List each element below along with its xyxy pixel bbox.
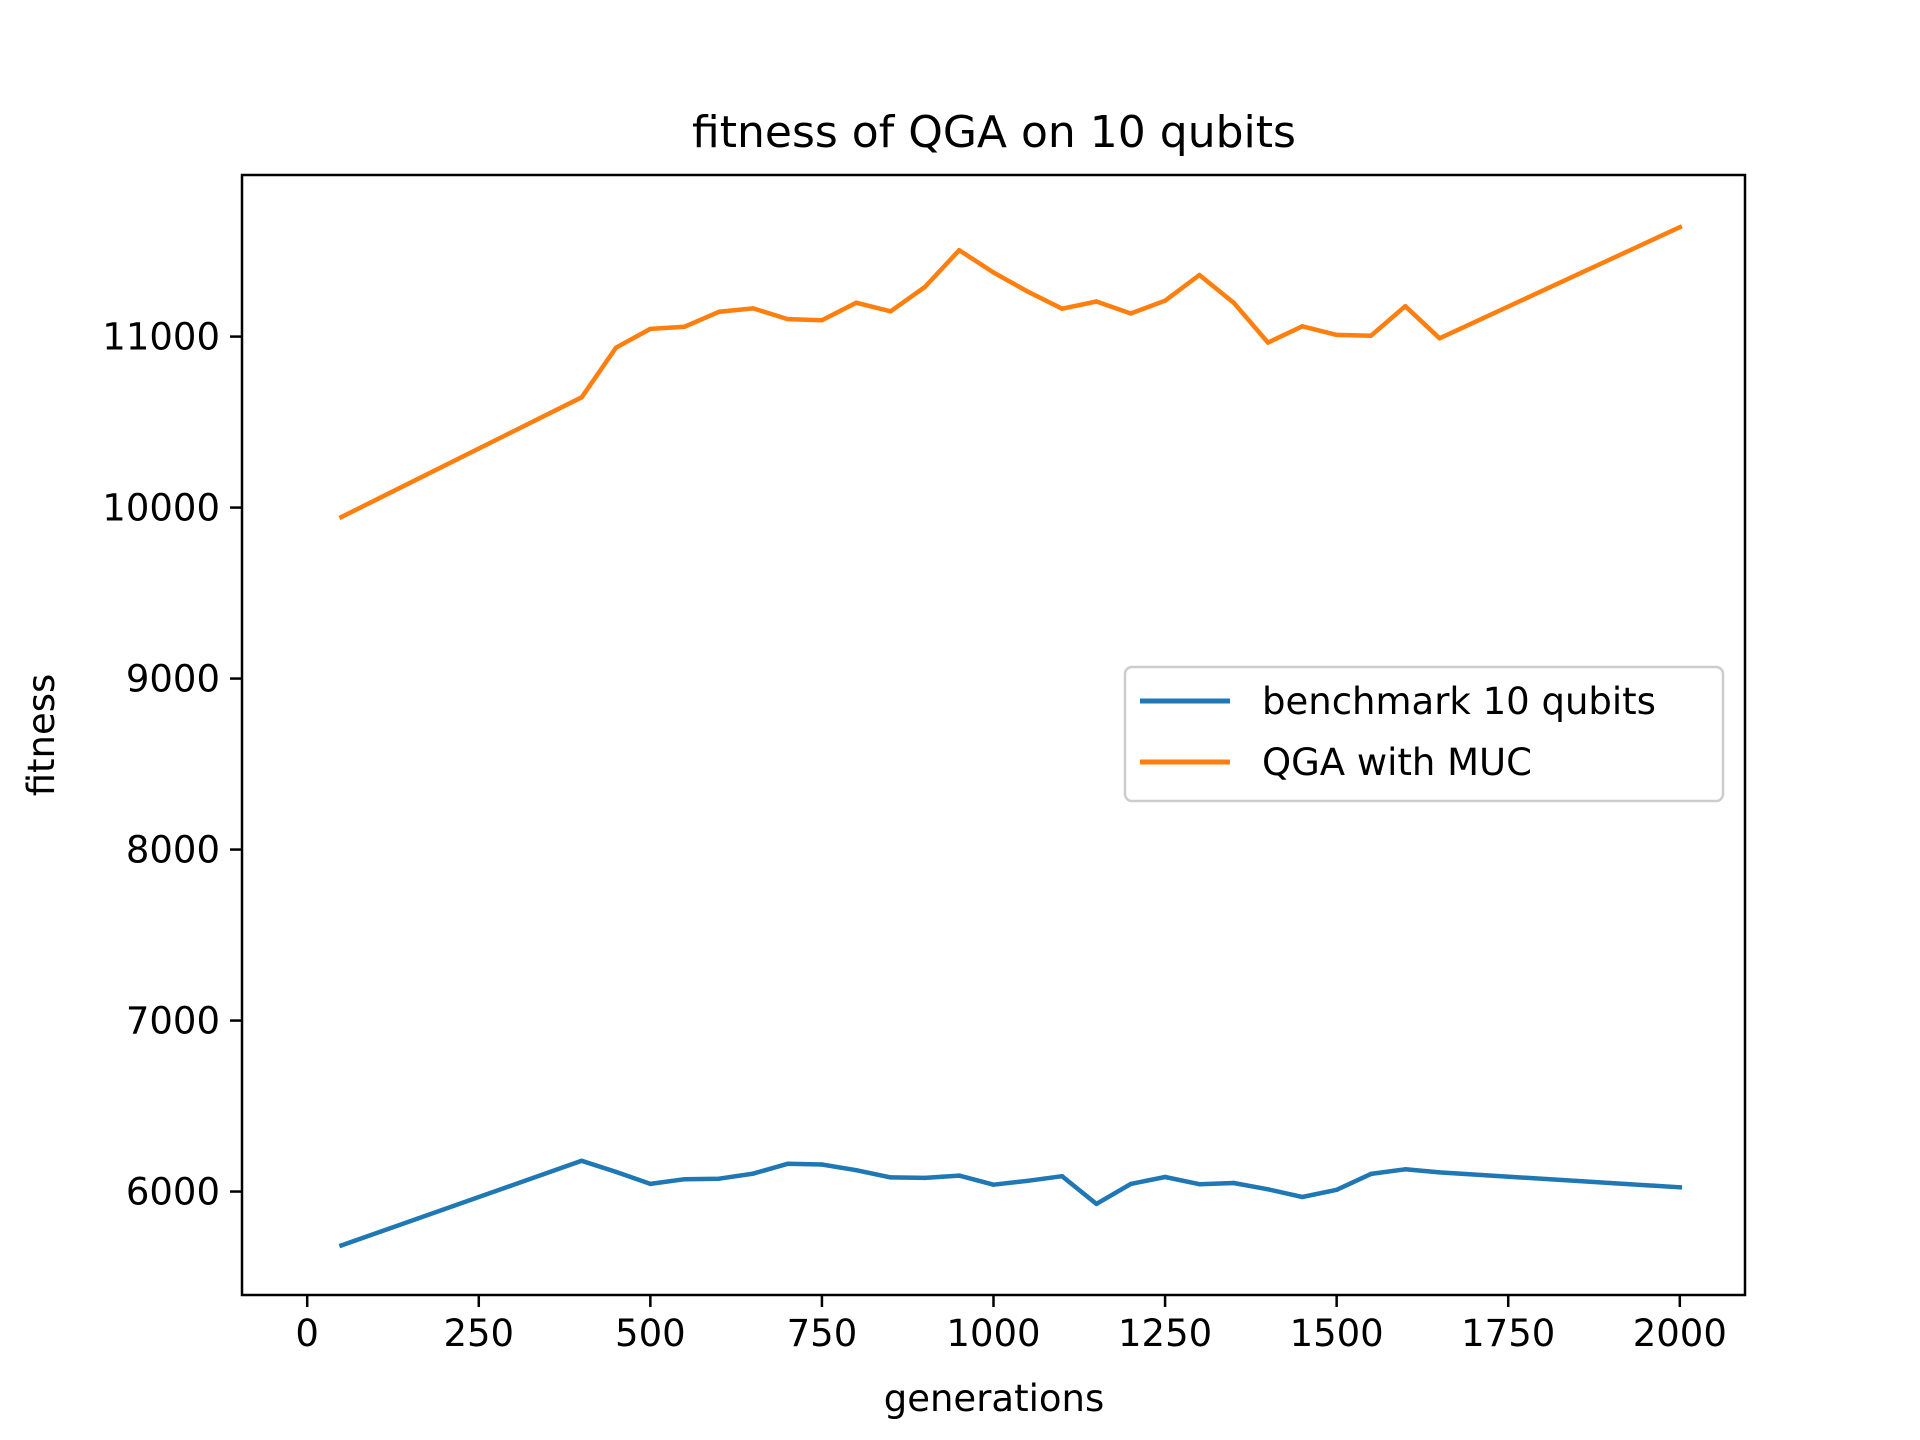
data-point-benchmark-10-qubits	[1300, 1194, 1305, 1200]
data-point-qga-with-muc	[648, 326, 653, 332]
data-point-qga-with-muc	[785, 316, 790, 322]
data-point-benchmark-10-qubits	[1162, 1174, 1168, 1180]
data-point-benchmark-10-qubits	[819, 1162, 825, 1167]
y-tick-label: 11000	[102, 316, 220, 359]
series-benchmark-10-qubits	[338, 1158, 1683, 1249]
data-point-benchmark-10-qubits	[1231, 1180, 1236, 1186]
data-point-qga-with-muc	[888, 309, 893, 314]
x-tick-label: 1750	[1461, 1312, 1555, 1355]
data-point-benchmark-10-qubits	[1094, 1201, 1099, 1207]
data-point-qga-with-muc	[991, 270, 996, 275]
legend-label-benchmark: benchmark 10 qubits	[1262, 680, 1656, 723]
data-point-qga-with-muc	[854, 300, 859, 305]
y-tick-label: 7000	[126, 1000, 220, 1043]
data-point-qga-with-muc	[579, 395, 584, 400]
y-tick-label: 6000	[126, 1171, 220, 1214]
data-point-benchmark-10-qubits	[751, 1171, 756, 1176]
data-point-benchmark-10-qubits	[1025, 1178, 1031, 1184]
data-point-benchmark-10-qubits	[1403, 1167, 1408, 1172]
data-point-qga-with-muc	[1265, 340, 1271, 345]
data-point-benchmark-10-qubits	[991, 1182, 996, 1187]
legend: benchmark 10 qubits QGA with MUC	[1123, 665, 1725, 803]
y-tick-label: 8000	[126, 829, 220, 872]
data-point-qga-with-muc	[1128, 311, 1134, 316]
chart-title: fitness of QGA on 10 qubits	[692, 107, 1296, 158]
data-point-qga-with-muc	[1334, 332, 1339, 338]
series-line-qga-with-muc	[338, 224, 1683, 521]
data-point-qga-with-muc	[1094, 299, 1099, 304]
data-point-qga-with-muc	[1368, 333, 1374, 338]
data-point-benchmark-10-qubits	[1059, 1174, 1065, 1179]
data-point-benchmark-10-qubits	[579, 1158, 584, 1164]
data-point-benchmark-10-qubits	[1265, 1187, 1271, 1192]
data-point-benchmark-10-qubits	[648, 1181, 653, 1187]
x-tick-label: 2000	[1633, 1312, 1727, 1355]
data-point-qga-with-muc	[613, 345, 619, 350]
data-point-qga-with-muc	[957, 248, 962, 253]
data-point-qga-with-muc	[682, 324, 687, 329]
data-point-qga-with-muc	[751, 306, 756, 311]
x-tick-label: 1250	[1118, 1312, 1212, 1355]
x-tick-label: 750	[787, 1312, 858, 1355]
data-point-qga-with-muc	[1300, 324, 1305, 329]
data-point-qga-with-muc	[1025, 289, 1031, 294]
data-point-benchmark-10-qubits	[613, 1169, 619, 1175]
series-qga-with-muc	[338, 224, 1683, 521]
y-tick-label: 9000	[126, 658, 220, 701]
plot-frame	[240, 173, 1747, 1297]
y-axis-ticks: 6000 7000 8000 9000 10000 11000	[102, 316, 242, 1214]
data-point-benchmark-10-qubits	[1128, 1181, 1134, 1187]
x-tick-label: 500	[615, 1312, 686, 1355]
data-point-qga-with-muc	[339, 514, 344, 520]
data-point-qga-with-muc	[1437, 336, 1442, 341]
x-tick-label: 1000	[946, 1312, 1040, 1355]
data-point-qga-with-muc	[922, 284, 928, 290]
data-point-benchmark-10-qubits	[1437, 1170, 1442, 1175]
data-point-benchmark-10-qubits	[339, 1243, 344, 1248]
x-tick-label: 1500	[1290, 1312, 1384, 1355]
data-point-qga-with-muc	[1197, 272, 1202, 278]
data-point-qga-with-muc	[1403, 304, 1408, 309]
data-point-qga-with-muc	[1059, 306, 1065, 311]
x-tick-label: 0	[295, 1312, 319, 1355]
data-point-benchmark-10-qubits	[957, 1173, 962, 1178]
data-point-benchmark-10-qubits	[1368, 1171, 1374, 1177]
legend-label-qga-muc: QGA with MUC	[1262, 741, 1532, 784]
data-point-benchmark-10-qubits	[682, 1177, 687, 1182]
x-tick-label: 250	[443, 1312, 514, 1355]
data-point-benchmark-10-qubits	[922, 1175, 928, 1181]
series-layer	[338, 224, 1683, 1249]
data-point-benchmark-10-qubits	[785, 1161, 790, 1167]
data-point-benchmark-10-qubits	[1197, 1182, 1202, 1187]
y-tick-label: 10000	[102, 487, 220, 530]
series-line-benchmark-10-qubits	[338, 1158, 1683, 1249]
data-point-qga-with-muc	[1231, 300, 1236, 305]
data-point-benchmark-10-qubits	[854, 1168, 859, 1173]
data-point-qga-with-muc	[1677, 225, 1683, 230]
data-point-benchmark-10-qubits	[716, 1176, 722, 1181]
data-point-qga-with-muc	[1162, 298, 1168, 303]
data-point-qga-with-muc	[819, 318, 825, 323]
y-axis-label: fitness	[20, 674, 63, 797]
data-point-benchmark-10-qubits	[1677, 1185, 1683, 1190]
legend-frame	[1123, 665, 1725, 803]
x-axis-ticks: 0 250 500 750 1000 1250 1500 1750 2000	[295, 1295, 1727, 1355]
data-point-qga-with-muc	[716, 309, 722, 314]
data-point-benchmark-10-qubits	[888, 1175, 893, 1180]
data-point-benchmark-10-qubits	[1334, 1187, 1339, 1193]
x-axis-label: generations	[884, 1377, 1105, 1420]
